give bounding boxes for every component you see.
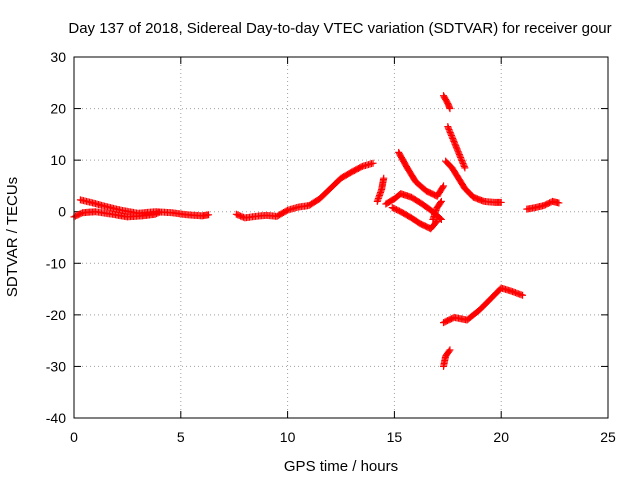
data-series <box>388 204 441 233</box>
x-tick-label: 20 <box>493 429 509 445</box>
data-point <box>437 215 445 223</box>
data-point <box>450 137 458 145</box>
data-series <box>442 157 505 206</box>
data-point <box>447 131 455 139</box>
x-tick-label: 5 <box>177 429 185 445</box>
data-point <box>461 164 469 172</box>
data-point <box>555 199 563 207</box>
data-point <box>380 174 388 182</box>
y-tick-label: 0 <box>58 204 66 220</box>
plot-frame <box>73 56 609 419</box>
data-series <box>440 284 527 327</box>
y-tick-label: 20 <box>50 101 66 117</box>
data-point <box>433 217 441 225</box>
data-point <box>455 149 463 157</box>
data-point <box>457 154 465 162</box>
data-point <box>456 152 464 160</box>
data-point <box>458 157 466 165</box>
y-tick-label: -10 <box>46 255 66 271</box>
y-tick-label: 30 <box>50 49 66 65</box>
data-point <box>454 148 462 156</box>
data-point <box>437 199 445 207</box>
x-tick-label: 0 <box>70 429 78 445</box>
data-series <box>429 197 445 223</box>
data-point <box>445 347 453 355</box>
x-tick-label: 25 <box>600 429 616 445</box>
data-point <box>154 209 162 217</box>
data-point <box>451 140 459 148</box>
data-series <box>523 197 563 213</box>
x-axis-title: GPS time / hours <box>284 458 398 475</box>
data-series <box>373 174 388 205</box>
data-point <box>453 145 461 153</box>
x-tick-label: 10 <box>280 429 296 445</box>
data-point <box>446 346 454 354</box>
data-point <box>460 161 468 169</box>
data-point <box>519 291 527 299</box>
y-tick-label: 10 <box>50 152 66 168</box>
data-point <box>457 155 465 163</box>
data-series <box>444 123 469 172</box>
data-point <box>444 123 452 131</box>
data-point <box>448 133 456 141</box>
x-tick-label: 15 <box>387 429 403 445</box>
data-point <box>445 126 453 134</box>
data-point <box>458 158 466 166</box>
data-point <box>455 151 463 159</box>
data-point <box>446 127 454 135</box>
data-point <box>452 143 460 151</box>
data-point <box>444 124 452 132</box>
data-series <box>440 346 454 370</box>
data-point <box>452 142 460 150</box>
y-tick-label: -30 <box>46 358 66 374</box>
data-point <box>439 183 447 191</box>
data-point <box>447 130 455 138</box>
data-point <box>205 211 213 219</box>
data-point <box>155 208 163 216</box>
data-point <box>446 105 454 113</box>
data-point <box>437 197 445 205</box>
data-point <box>497 198 505 206</box>
y-tick-label: -40 <box>46 410 66 426</box>
data-point <box>454 146 462 154</box>
data-series <box>70 208 163 221</box>
axis-ticks: -40 -30 -20 -10 0 10 20 30 0 5 10 15 20 25 <box>46 49 616 445</box>
data-point <box>451 139 459 147</box>
y-axis-title: SDTVAR / TECUs <box>4 177 21 297</box>
data-point <box>449 134 457 142</box>
data-series <box>440 92 454 113</box>
data-point <box>369 159 377 167</box>
data-point <box>449 136 457 144</box>
data-point <box>459 159 467 167</box>
chart-title: Day 137 of 2018, Sidereal Day-to-day VTE… <box>68 20 611 37</box>
grid <box>74 57 608 418</box>
data-series <box>395 148 448 200</box>
data-series <box>232 159 377 222</box>
data-points <box>70 92 563 370</box>
data-point <box>446 129 454 137</box>
y-tick-label: -20 <box>46 307 66 323</box>
data-point <box>440 182 448 190</box>
data-point <box>460 162 468 170</box>
